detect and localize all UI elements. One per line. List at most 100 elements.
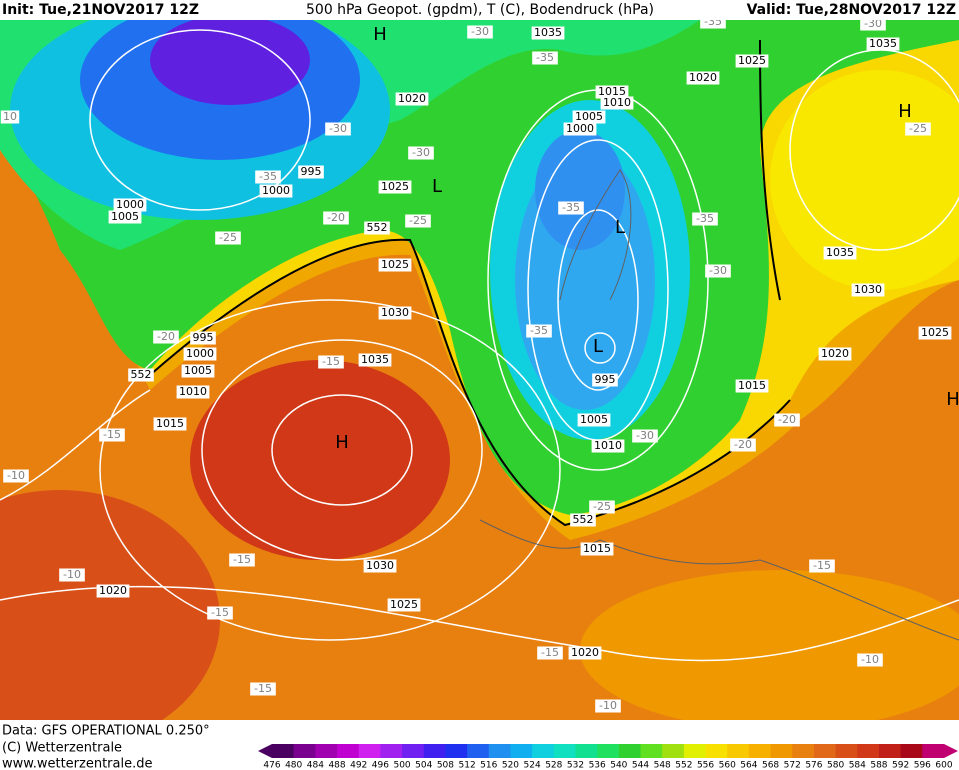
label-box <box>857 653 883 667</box>
temperature-label: -10 <box>599 699 617 712</box>
isobar-label: 1035 <box>826 246 854 259</box>
colorbar: 476 480 484 488 492 496 500 504 508 512 516 520 524 5… <box>258 744 958 770</box>
temperature-label: -15 <box>813 559 831 572</box>
colorbar-cell <box>835 744 858 758</box>
isobar-label: 1010 <box>594 439 622 452</box>
colorbar-tick-label: 532 <box>567 761 584 770</box>
isobar-label: 1000 <box>566 122 594 135</box>
label-box <box>705 264 731 278</box>
colorbar-tick-label: 596 <box>914 761 931 770</box>
colorbar-cell <box>315 744 338 758</box>
isobar-label: 1020 <box>689 71 717 84</box>
isobar <box>201 339 483 561</box>
label-box <box>532 51 558 65</box>
temperature-label: -20 <box>734 438 752 451</box>
isobar <box>271 394 413 506</box>
isobar-label: 1010 <box>179 385 207 398</box>
isobar-label: 1030 <box>366 559 394 572</box>
isobars <box>0 29 959 662</box>
trough-core <box>535 130 625 250</box>
warm-area <box>580 570 959 730</box>
label-box <box>467 25 493 39</box>
pressure-center: L <box>615 217 625 238</box>
isobar-label: 1030 <box>381 306 409 319</box>
temperature-label: -10 <box>7 469 25 482</box>
colorbar-tick-label: 576 <box>805 761 822 770</box>
label-box <box>686 71 720 85</box>
isobar-label: 1015 <box>583 542 611 555</box>
isobar <box>0 389 151 501</box>
isobar-label: 1015 <box>738 379 766 392</box>
colorbar-cell <box>813 744 837 758</box>
label-box <box>3 469 29 483</box>
temperature-label: -30 <box>636 429 654 442</box>
label-box <box>108 210 142 224</box>
label-box <box>632 429 658 443</box>
colorbar-tick-label: 524 <box>524 761 541 770</box>
pressure-center: L <box>432 176 442 197</box>
label-box <box>600 96 634 110</box>
warm-area <box>190 360 450 560</box>
label-box <box>259 184 293 198</box>
temperature-label: -10 <box>861 653 879 666</box>
temperature-label: -30 <box>864 17 882 30</box>
colorbar-cell <box>402 744 425 758</box>
temperature-label: -25 <box>909 122 927 135</box>
isobar-label: 1005 <box>575 110 603 123</box>
temperature-label: -35 <box>562 201 580 214</box>
isobar-label: 1025 <box>381 258 409 271</box>
isobar <box>584 332 616 364</box>
label-box <box>298 165 324 179</box>
isobar-label: 1000 <box>116 198 144 211</box>
label-box <box>358 353 392 367</box>
label-box <box>176 385 210 399</box>
isobar-label: 1025 <box>738 54 766 67</box>
colorbar-tick-label: 592 <box>892 761 909 770</box>
temperature-label: -10 <box>63 568 81 581</box>
isobar-label: 1015 <box>598 85 626 98</box>
colorbar-tick-label: 548 <box>654 761 671 770</box>
colorbar-cell <box>748 744 772 758</box>
label-box <box>568 646 602 660</box>
colorbar-cell <box>878 744 902 758</box>
colorbar-tick-label: 572 <box>784 761 801 770</box>
label-box <box>405 214 431 228</box>
isobar <box>557 209 639 391</box>
label-box <box>395 92 429 106</box>
label-box <box>181 364 215 378</box>
warm-area <box>0 490 220 750</box>
label-box <box>730 438 756 452</box>
coastlines <box>479 169 959 641</box>
pressure-center: H <box>373 24 387 45</box>
colorbar-cell <box>293 744 316 758</box>
pressure-center: H <box>898 101 912 122</box>
label-box <box>595 85 629 99</box>
label-box <box>364 221 390 235</box>
isobar-label: 552 <box>573 513 594 526</box>
colorbar-tick-label: 516 <box>480 761 497 770</box>
colorbar-cell <box>488 744 511 758</box>
temperature-label: -15 <box>254 682 272 695</box>
colorbar-tick-label: 556 <box>697 761 714 770</box>
label-box <box>905 122 931 136</box>
colorbar-cell <box>510 744 533 758</box>
temperature-label: -25 <box>219 231 237 244</box>
pressure-center: H <box>946 389 959 410</box>
colorbar-cell <box>337 744 360 758</box>
pressure-center: L <box>593 336 603 357</box>
temperature-label: -30 <box>412 146 430 159</box>
isobar <box>0 585 959 662</box>
contour-552 <box>149 238 791 527</box>
colorbar-tick-label: 508 <box>437 761 454 770</box>
colorbar-cell <box>358 744 381 758</box>
map <box>0 0 959 750</box>
isobar-label: 1030 <box>854 283 882 296</box>
map-title: 500 hPa Geopot. (gpdm), T (C), Bodendruc… <box>306 2 654 18</box>
isobar-label: 1025 <box>921 326 949 339</box>
colorbar-tick-label: 528 <box>545 761 562 770</box>
colorbar-cell <box>792 744 815 758</box>
colorbar-cell <box>467 744 490 758</box>
label-box <box>526 324 552 338</box>
copyright: (C) Wetterzentrale <box>2 741 122 756</box>
isobar-label: 1000 <box>262 184 290 197</box>
